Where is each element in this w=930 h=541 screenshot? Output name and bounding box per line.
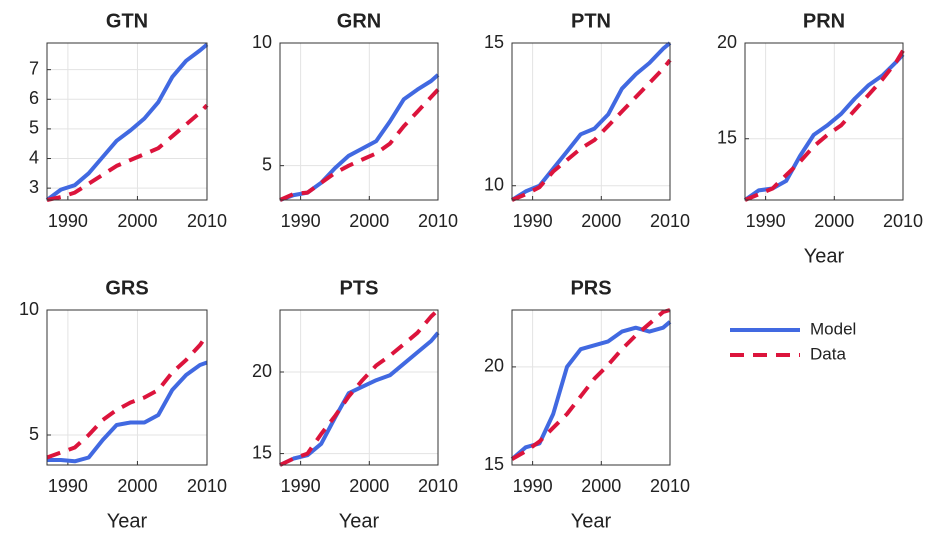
y-tick-label: 15 xyxy=(484,32,504,52)
axes-frame xyxy=(279,309,439,466)
y-tick-label: 7 xyxy=(29,58,39,78)
y-tick-label: 20 xyxy=(252,361,272,381)
x-tick-label: 2000 xyxy=(349,211,389,231)
x-axis-label: Year xyxy=(107,510,148,532)
y-tick-label: 5 xyxy=(29,424,39,444)
axes-frame xyxy=(279,42,439,201)
panel-title: GRN xyxy=(337,10,381,32)
y-tick-label: 15 xyxy=(717,127,737,147)
axes-frame xyxy=(511,309,671,466)
axes-frame xyxy=(46,42,208,201)
x-tick-label: 2000 xyxy=(349,476,389,496)
panel-title: PRS xyxy=(570,277,611,299)
y-tick-label: 10 xyxy=(484,174,504,194)
y-tick-label: 15 xyxy=(252,442,272,462)
axes-frame xyxy=(46,309,208,466)
x-tick-label: 2000 xyxy=(581,211,621,231)
y-tick-label: 20 xyxy=(484,356,504,376)
x-tick-label: 2010 xyxy=(418,211,458,231)
x-tick-label: 1990 xyxy=(513,476,553,496)
panel-title: GRS xyxy=(105,277,148,299)
series-line xyxy=(279,308,440,467)
series-line xyxy=(511,58,672,202)
y-tick-label: 10 xyxy=(252,32,272,52)
series-line xyxy=(46,103,209,202)
x-tick-label: 2010 xyxy=(187,211,227,231)
plot-area xyxy=(280,43,438,200)
x-axis-label: Year xyxy=(339,510,380,532)
series-line xyxy=(744,49,905,202)
legend-label: Model xyxy=(810,319,856,338)
panel-title: PTS xyxy=(340,277,379,299)
plot-area xyxy=(745,43,903,200)
series-line xyxy=(511,308,671,461)
x-tick-label: 1990 xyxy=(281,476,321,496)
legend-label: Data xyxy=(810,344,846,363)
x-tick-label: 2010 xyxy=(650,476,690,496)
x-tick-label: 2000 xyxy=(117,211,157,231)
x-tick-label: 2010 xyxy=(187,476,227,496)
axes-frame xyxy=(744,42,904,201)
y-tick-label: 3 xyxy=(29,177,39,197)
plot-area xyxy=(47,310,207,465)
panel-title: PRN xyxy=(803,10,845,32)
y-tick-label: 6 xyxy=(29,88,39,108)
plot-area xyxy=(512,310,670,465)
axes-frame xyxy=(511,42,671,201)
series-line xyxy=(279,88,440,202)
x-tick-label: 2000 xyxy=(117,476,157,496)
x-tick-label: 1990 xyxy=(48,211,88,231)
x-tick-label: 2010 xyxy=(418,476,458,496)
x-axis-label: Year xyxy=(804,245,845,267)
x-tick-label: 1990 xyxy=(513,211,553,231)
panel-title: GTN xyxy=(106,10,148,32)
y-tick-label: 20 xyxy=(717,32,737,52)
x-tick-label: 1990 xyxy=(48,476,88,496)
series-line xyxy=(46,333,209,460)
x-tick-label: 1990 xyxy=(746,211,786,231)
series-line xyxy=(45,42,209,202)
series-line xyxy=(47,360,208,464)
y-tick-label: 15 xyxy=(484,454,504,474)
y-tick-label: 5 xyxy=(262,154,272,174)
x-tick-label: 2000 xyxy=(814,211,854,231)
x-tick-label: 2010 xyxy=(883,211,923,231)
panel-title: PTN xyxy=(571,10,611,32)
x-tick-label: 2010 xyxy=(650,211,690,231)
x-tick-label: 2000 xyxy=(581,476,621,496)
x-tick-label: 1990 xyxy=(281,211,321,231)
y-tick-label: 10 xyxy=(19,299,39,319)
y-tick-label: 5 xyxy=(29,118,39,138)
x-axis-label: Year xyxy=(571,510,612,532)
y-tick-label: 4 xyxy=(29,147,39,167)
